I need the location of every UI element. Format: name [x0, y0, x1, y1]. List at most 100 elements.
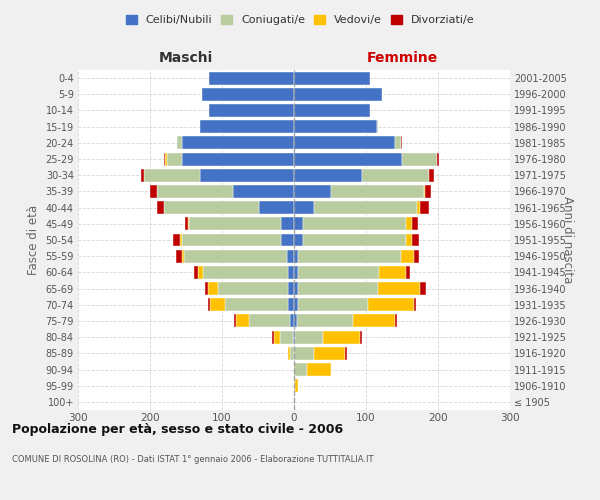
- Bar: [353, 314, 395, 328]
- Bar: [189, 218, 281, 230]
- Legend: Celibi/Nubili, Coniugati/e, Vedovi/e, Divorziati/e: Celibi/Nubili, Coniugati/e, Vedovi/e, Di…: [121, 10, 479, 30]
- Bar: [314, 347, 345, 360]
- Bar: [200, 169, 294, 181]
- Bar: [428, 169, 434, 181]
- Bar: [417, 201, 420, 214]
- Bar: [203, 266, 288, 279]
- Bar: [173, 234, 180, 246]
- Bar: [274, 330, 280, 344]
- Bar: [314, 201, 417, 214]
- Bar: [395, 314, 397, 328]
- Bar: [184, 250, 287, 262]
- Bar: [167, 152, 182, 166]
- Bar: [182, 136, 294, 149]
- Text: Femmine: Femmine: [367, 51, 437, 65]
- Bar: [248, 314, 290, 328]
- Bar: [402, 152, 437, 166]
- Bar: [294, 363, 307, 376]
- Bar: [233, 185, 294, 198]
- Bar: [211, 298, 225, 311]
- Bar: [304, 234, 406, 246]
- Bar: [377, 120, 378, 133]
- Bar: [202, 88, 294, 101]
- Bar: [288, 347, 290, 360]
- Bar: [293, 330, 294, 344]
- Bar: [157, 201, 164, 214]
- Bar: [294, 379, 295, 392]
- Bar: [294, 72, 370, 85]
- Bar: [272, 330, 274, 344]
- Bar: [425, 185, 431, 198]
- Bar: [413, 250, 419, 262]
- Bar: [197, 266, 203, 279]
- Text: COMUNE DI ROSOLINA (RO) - Dati ISTAT 1° gennaio 2006 - Elaborazione TUTTITALIA.I: COMUNE DI ROSOLINA (RO) - Dati ISTAT 1° …: [12, 455, 373, 464]
- Bar: [420, 201, 428, 214]
- Bar: [294, 330, 295, 344]
- Bar: [323, 330, 360, 344]
- Bar: [208, 298, 211, 311]
- Text: Popolazione per età, sesso e stato civile - 2006: Popolazione per età, sesso e stato civil…: [12, 422, 343, 436]
- Bar: [288, 298, 294, 311]
- Bar: [298, 298, 368, 311]
- Bar: [294, 152, 402, 166]
- Bar: [234, 314, 236, 328]
- Bar: [298, 266, 379, 279]
- Bar: [294, 88, 382, 101]
- Bar: [368, 298, 413, 311]
- Bar: [378, 282, 420, 295]
- Bar: [298, 250, 401, 262]
- Bar: [294, 250, 298, 262]
- Bar: [379, 266, 406, 279]
- Bar: [182, 152, 294, 166]
- Bar: [209, 104, 294, 117]
- Bar: [294, 120, 377, 133]
- Bar: [304, 218, 406, 230]
- Bar: [180, 234, 182, 246]
- Bar: [401, 136, 402, 149]
- Bar: [290, 347, 294, 360]
- Bar: [401, 250, 413, 262]
- Bar: [144, 169, 200, 181]
- Bar: [165, 152, 167, 166]
- Bar: [307, 363, 331, 376]
- Bar: [140, 169, 144, 181]
- Bar: [294, 266, 298, 279]
- Bar: [294, 234, 304, 246]
- Y-axis label: Anni di nascita: Anni di nascita: [561, 196, 574, 284]
- Bar: [294, 201, 314, 214]
- Bar: [294, 347, 314, 360]
- Bar: [218, 282, 288, 295]
- Bar: [182, 234, 281, 246]
- Bar: [294, 282, 298, 295]
- Bar: [209, 72, 294, 85]
- Bar: [208, 282, 218, 295]
- Bar: [164, 152, 165, 166]
- Bar: [280, 330, 293, 344]
- Bar: [345, 347, 347, 360]
- Bar: [182, 250, 184, 262]
- Y-axis label: Fasce di età: Fasce di età: [27, 205, 40, 275]
- Bar: [395, 136, 401, 149]
- Bar: [295, 330, 323, 344]
- Text: Maschi: Maschi: [159, 51, 213, 65]
- Bar: [288, 266, 294, 279]
- Bar: [225, 298, 288, 311]
- Bar: [294, 136, 395, 149]
- Bar: [294, 104, 370, 117]
- Bar: [294, 218, 304, 230]
- Bar: [281, 234, 294, 246]
- Bar: [157, 185, 233, 198]
- Bar: [360, 330, 362, 344]
- Bar: [188, 218, 189, 230]
- Bar: [294, 298, 298, 311]
- Bar: [297, 314, 353, 328]
- Bar: [406, 234, 412, 246]
- Bar: [287, 250, 294, 262]
- Bar: [288, 282, 294, 295]
- Bar: [164, 201, 259, 214]
- Bar: [413, 298, 416, 311]
- Bar: [424, 185, 425, 198]
- Bar: [290, 314, 294, 328]
- Bar: [406, 218, 412, 230]
- Bar: [176, 250, 182, 262]
